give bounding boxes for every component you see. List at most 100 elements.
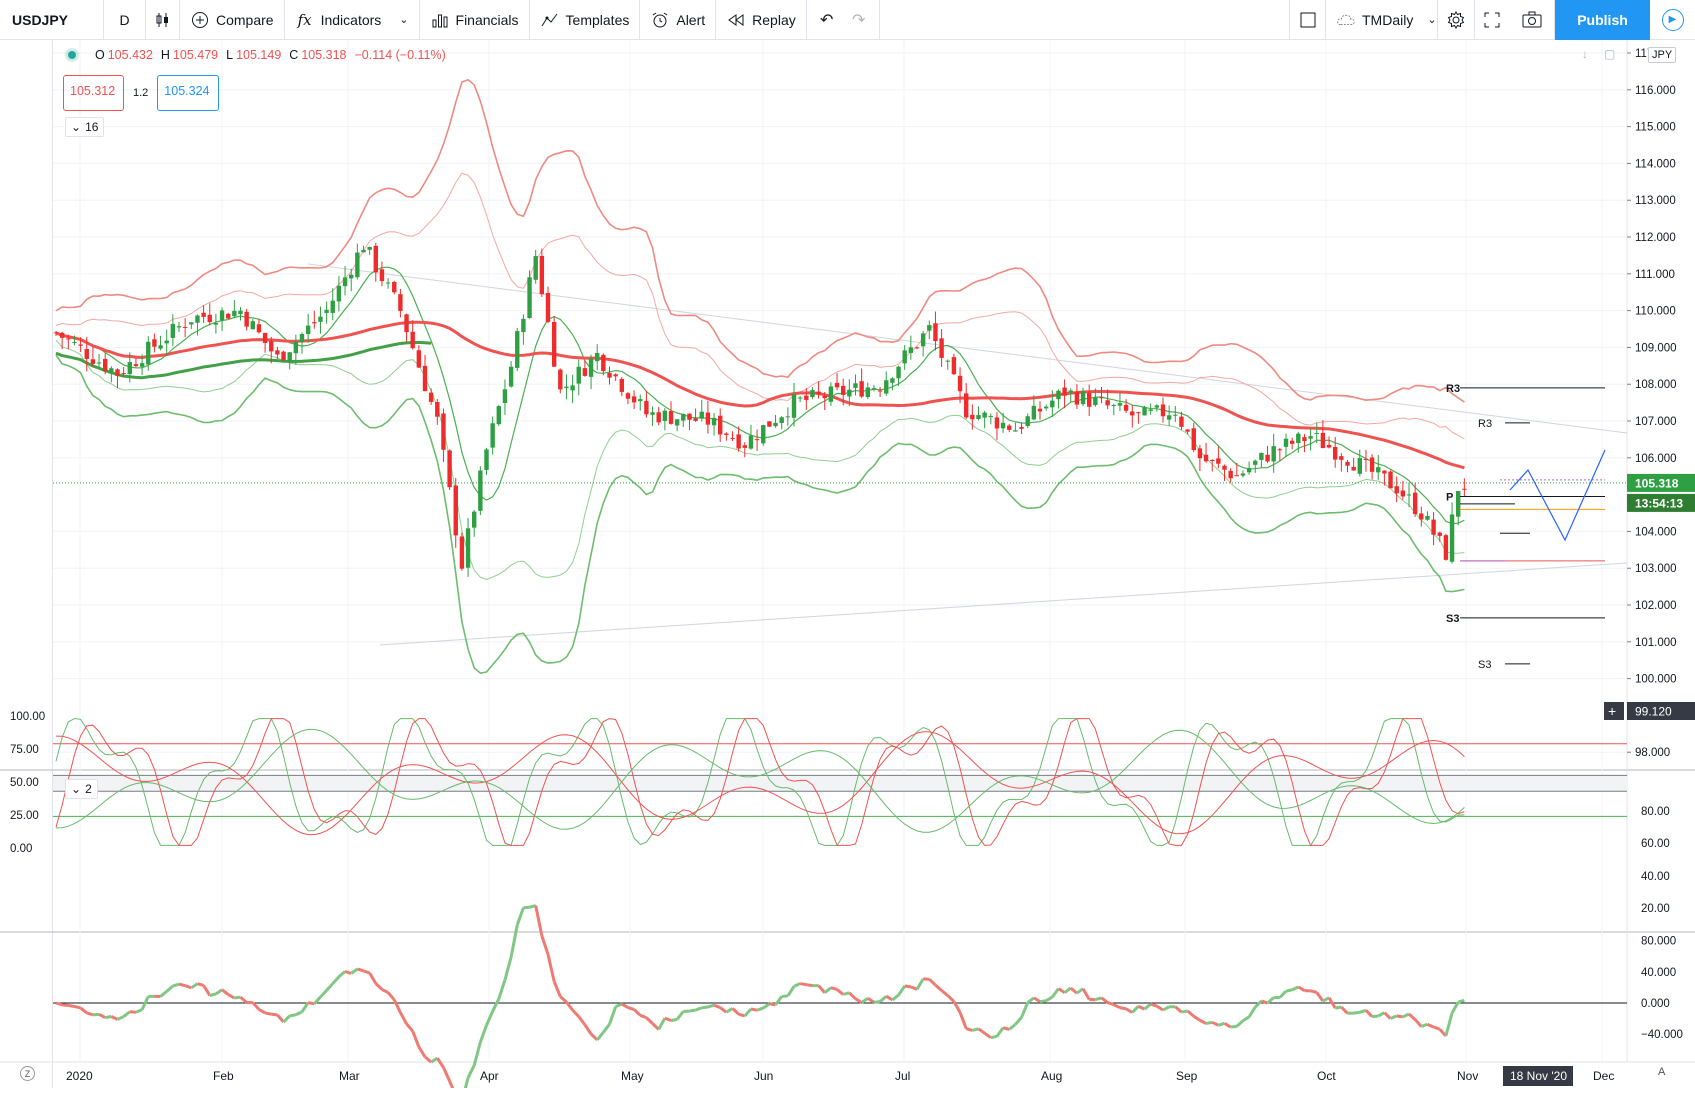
candle-body — [663, 411, 667, 421]
currency-label[interactable]: JPY — [1648, 47, 1676, 63]
arrow-down-icon[interactable]: ↓ — [1582, 47, 1588, 61]
candle-body — [1026, 416, 1030, 426]
templates-button[interactable]: Templates — [530, 0, 641, 40]
momentum-segment — [62, 1005, 68, 1006]
momentum-segment — [339, 971, 345, 976]
candle-body — [872, 388, 876, 389]
publish-play-button[interactable]: ▶ — [1650, 0, 1695, 40]
candle-body — [835, 383, 839, 387]
momentum-segment — [1280, 991, 1286, 997]
price-axis-label: 106.000 — [1635, 453, 1677, 465]
candle-body — [195, 315, 199, 322]
candle-body — [238, 311, 242, 314]
candle-body — [1444, 535, 1448, 560]
momentum-segment — [745, 1009, 751, 1016]
rewind-icon — [726, 10, 746, 30]
indicators-collapse-button[interactable]: ⌄ 16 — [65, 117, 104, 137]
momentum-segment — [443, 1067, 449, 1081]
candle-body — [343, 277, 347, 286]
candle-body — [1081, 391, 1085, 404]
alert-button[interactable]: Alert — [640, 0, 716, 40]
candle-body — [927, 325, 931, 331]
interval-button[interactable]: D — [104, 0, 146, 40]
candle-body — [570, 385, 574, 390]
redo-icon[interactable]: ↷ — [849, 10, 869, 30]
candle-body — [165, 341, 169, 344]
momentum-segment — [689, 1010, 695, 1011]
maximize-icon[interactable]: ▢ — [1604, 47, 1615, 61]
candle-body — [324, 310, 328, 313]
buy-button[interactable]: 105.324 — [157, 75, 219, 111]
candle-body — [773, 423, 777, 426]
momentum-segment — [1255, 1001, 1261, 1007]
quote-panel: 105.312 1.2 105.324 — [63, 75, 219, 111]
chevron-down-icon[interactable]: ⌄ — [399, 13, 408, 26]
replay-button[interactable]: Replay — [716, 0, 807, 40]
candle-body — [761, 425, 765, 443]
candle-body — [1241, 473, 1245, 475]
momentum-segment — [579, 1017, 585, 1025]
settings-button[interactable] — [1438, 0, 1475, 40]
candle-body — [816, 392, 820, 395]
momentum-segment — [364, 971, 370, 973]
candle-body — [620, 379, 624, 392]
candle-body — [1173, 415, 1177, 416]
candle-body — [103, 359, 107, 371]
momentum-segment — [1163, 1007, 1169, 1010]
publish-button[interactable]: Publish — [1555, 0, 1650, 40]
candle-body — [214, 323, 218, 325]
candle-body — [933, 323, 937, 341]
chart-canvas[interactable]: 117.000116.000115.000114.000113.000112.0… — [0, 40, 1695, 1088]
candle-body — [374, 246, 378, 272]
timezone-button[interactable]: Z — [20, 1066, 35, 1081]
momentum-segment — [161, 991, 167, 996]
candle-body — [447, 450, 451, 487]
oscillator-collapse-button[interactable]: ⌄ 2 — [65, 779, 98, 799]
momentum-segment — [1286, 990, 1292, 991]
candle-body — [1044, 407, 1048, 409]
symbol-search-button[interactable]: USDJPY — [0, 0, 104, 40]
candle-body — [847, 390, 851, 397]
undo-icon[interactable]: ↶ — [817, 10, 837, 30]
fullscreen-button[interactable] — [1475, 0, 1509, 40]
support-trendline — [380, 563, 1627, 645]
upper-band-outer — [56, 80, 1464, 402]
momentum-segment — [81, 1008, 87, 1013]
momentum-segment — [327, 984, 333, 991]
indicators-button[interactable]: fx Indicators ⌄ — [285, 0, 420, 40]
layout-name-button[interactable]: TMDaily ⌄ — [1326, 0, 1438, 40]
candle-body — [177, 326, 181, 327]
layout-select-button[interactable] — [1289, 0, 1326, 40]
compare-button[interactable]: Compare — [180, 0, 285, 40]
candle-body — [472, 512, 476, 528]
momentum-segment — [1206, 1022, 1212, 1023]
momentum-segment — [763, 1004, 769, 1008]
candle-body — [970, 415, 974, 419]
candle-body — [540, 256, 544, 294]
chart-type-button[interactable] — [146, 0, 180, 40]
candle-body — [1462, 489, 1466, 490]
templates-label: Templates — [566, 12, 630, 28]
osc-left-axis-label: 100.00 — [10, 711, 45, 723]
momentum-segment — [757, 1008, 763, 1010]
candle-body — [171, 324, 175, 338]
momentum-segment — [782, 996, 788, 997]
chart-area[interactable]: 117.000116.000115.000114.000113.000112.0… — [0, 40, 1695, 1088]
momentum-segment — [640, 1015, 646, 1017]
momentum-segment — [370, 973, 376, 984]
momentum-segment — [628, 1008, 634, 1010]
upper-band-inner — [56, 173, 1464, 439]
candle-body — [128, 362, 132, 374]
snapshot-button[interactable] — [1509, 0, 1555, 40]
momentum-segment — [979, 1029, 985, 1033]
auto-scale-button[interactable]: A — [1658, 1066, 1665, 1078]
sell-button[interactable]: 105.312 — [63, 75, 124, 111]
financials-button[interactable]: Financials — [420, 0, 530, 40]
candle-body — [829, 386, 833, 401]
candle-body — [1395, 486, 1399, 493]
momentum-segment — [241, 997, 247, 1002]
candle-body — [743, 445, 747, 448]
close-value: 105.318 — [301, 48, 346, 62]
momentum-segment — [948, 996, 954, 1002]
momentum-segment — [634, 1009, 640, 1015]
